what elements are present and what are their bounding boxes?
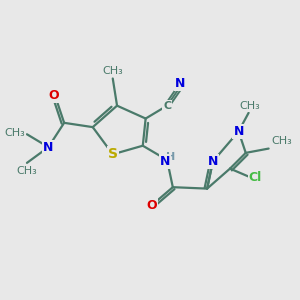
Text: N: N [160, 155, 170, 168]
Text: N: N [233, 125, 244, 138]
Text: N: N [208, 155, 218, 168]
Text: C: C [163, 101, 171, 111]
Text: S: S [108, 147, 118, 161]
Text: CH₃: CH₃ [102, 66, 123, 76]
Text: CH₃: CH₃ [16, 166, 37, 176]
Text: O: O [49, 89, 59, 102]
Text: Cl: Cl [249, 171, 262, 184]
Text: N: N [43, 141, 54, 154]
Text: CH₃: CH₃ [5, 128, 26, 138]
Text: H: H [166, 152, 175, 162]
Text: O: O [146, 199, 157, 212]
Text: CH₃: CH₃ [240, 101, 260, 111]
Text: N: N [175, 77, 185, 90]
Text: CH₃: CH₃ [271, 136, 292, 146]
